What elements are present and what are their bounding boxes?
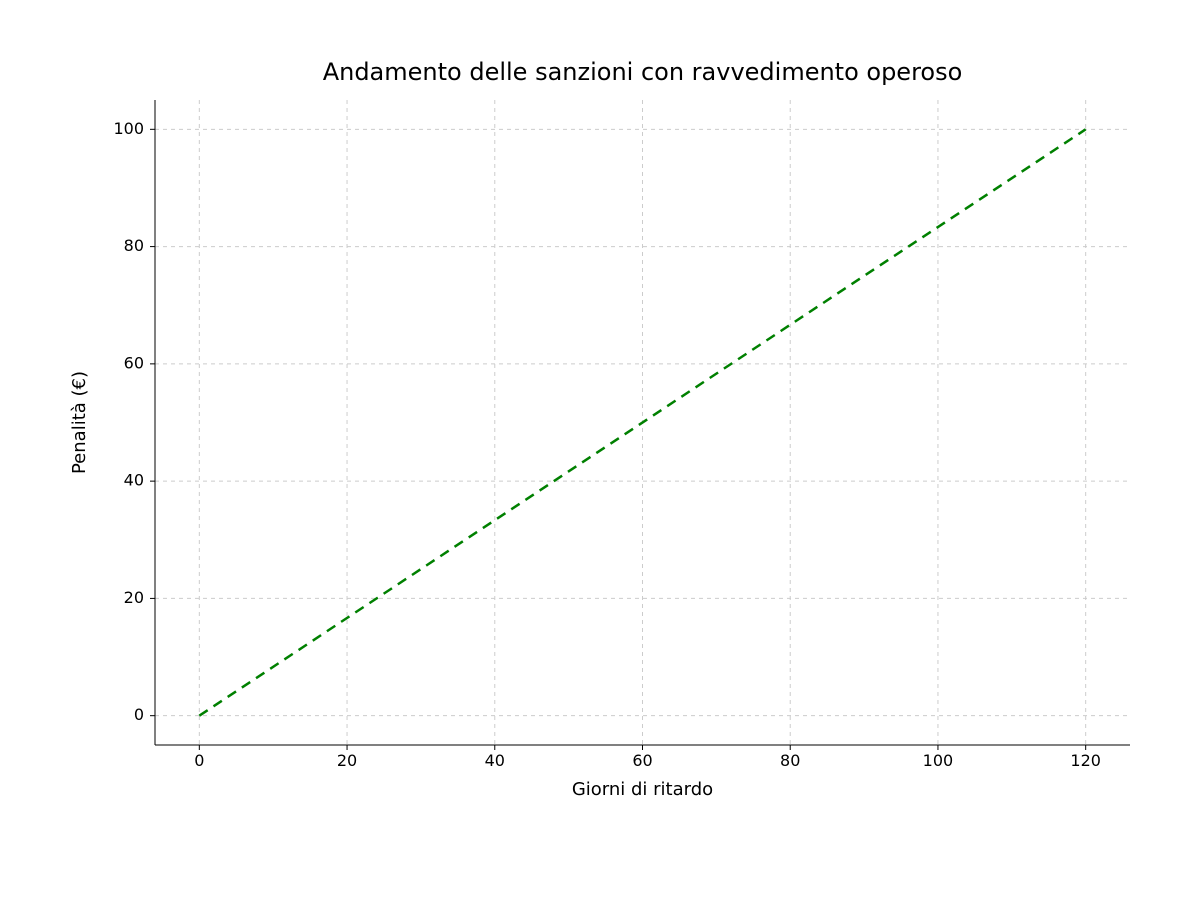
chart-svg: 0 20 40 60 80 100 120 0 20 40 60 80 100 Giorni di rit…	[0, 0, 1200, 900]
x-axis-label: Giorni di ritardo	[572, 779, 713, 800]
chart-container: 0 20 40 60 80 100 120 0 20 40 60 80 100 Giorni di rit…	[0, 0, 1200, 900]
x-tick-label: 40	[485, 751, 505, 770]
chart-title: Andamento delle sanzioni con ravvediment…	[323, 58, 963, 86]
x-tick-label: 80	[780, 751, 800, 770]
y-tick-label: 0	[134, 705, 144, 724]
y-tick-label: 40	[124, 471, 144, 490]
y-tick-label: 100	[113, 119, 144, 138]
x-tick-label: 120	[1070, 751, 1101, 770]
y-axis-label: Penalità (€)	[69, 371, 90, 474]
x-tick-label: 60	[632, 751, 652, 770]
y-tick-label: 60	[124, 353, 144, 372]
y-tick-label: 80	[124, 236, 144, 255]
y-tick-label: 20	[124, 588, 144, 607]
x-tick-label: 0	[194, 751, 204, 770]
x-tick-label: 20	[337, 751, 357, 770]
x-tick-label: 100	[923, 751, 954, 770]
